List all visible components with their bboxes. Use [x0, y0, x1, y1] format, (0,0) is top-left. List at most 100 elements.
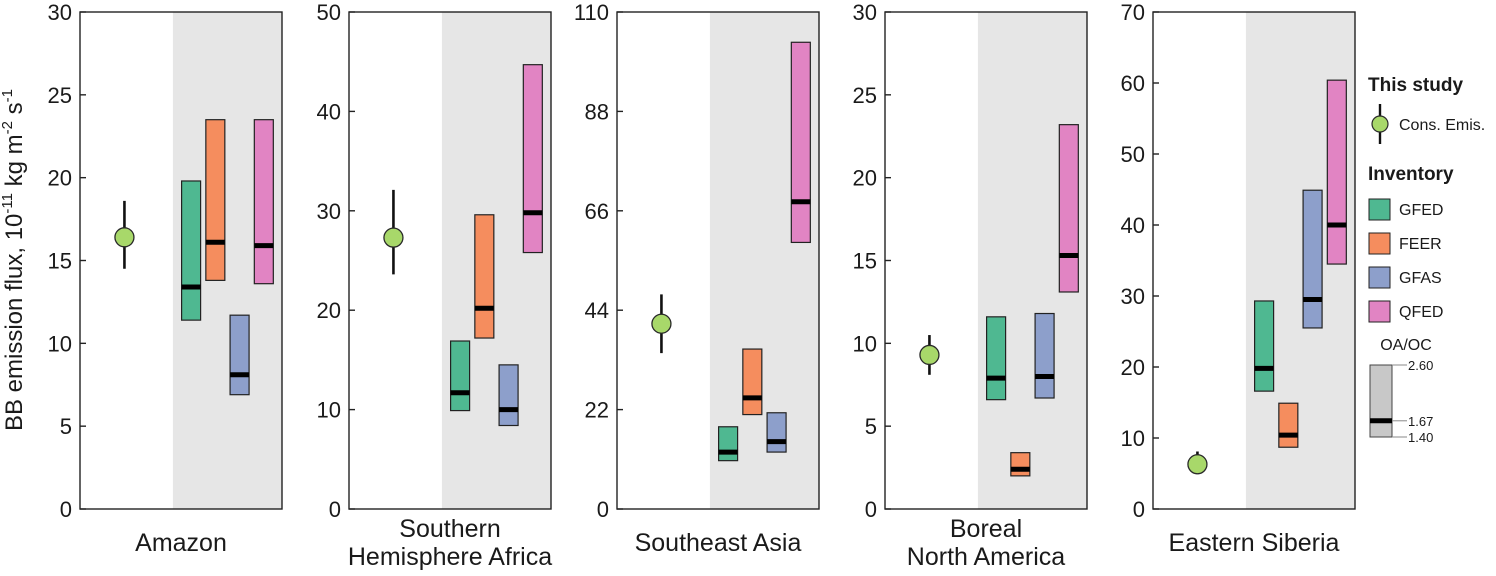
gfas-range-box — [1034, 312, 1055, 399]
y-tick-label: 15 — [48, 249, 72, 274]
panel-2: 0 22 44 66 88 110 Southeast Asia — [574, 0, 820, 557]
legend-ratio-low-label: 1.40 — [1408, 430, 1433, 445]
y-tick-label: 70 — [1121, 0, 1145, 25]
gfas-range-box — [1302, 189, 1323, 329]
this-study-point — [383, 227, 404, 248]
feer-range-box — [1278, 402, 1299, 448]
legend-this-study-label: Cons. Emis. — [1399, 117, 1485, 134]
gfas-range-box — [229, 314, 250, 396]
legend-label-gfas: GFAS — [1399, 270, 1442, 287]
y-tick-label: 20 — [48, 166, 72, 191]
y-tick-label: 30 — [1121, 284, 1145, 309]
y-tick-label: 10 — [1121, 426, 1145, 451]
region-label: Eastern Siberia — [1169, 529, 1340, 557]
legend-ratio-title: OA/OC — [1380, 337, 1432, 354]
y-tick-label: 25 — [48, 83, 72, 108]
panel-0: 0 5 10 15 20 25 30 Amazon — [48, 0, 283, 557]
this-study-point — [1187, 454, 1208, 475]
y-tick-label: 25 — [853, 83, 877, 108]
y-axis-label-exp1: -11 — [0, 193, 16, 214]
qfed-range-box — [253, 119, 274, 285]
y-tick-label: 30 — [853, 0, 877, 25]
y-axis-label-exp3: -1 — [0, 89, 16, 102]
y-axis-label-mid2: s — [1, 102, 28, 121]
feer-range-box — [742, 348, 763, 416]
legend-ratio-mid-label: 1.67 — [1408, 414, 1433, 429]
gfas-range-box — [498, 364, 519, 427]
y-axis-label-prefix: BB emission flux, 10 — [1, 214, 28, 431]
y-tick-label: 60 — [1121, 71, 1145, 96]
legend: This study Cons. Emis. Inventory GFED FEER GF… — [1368, 75, 1485, 445]
y-tick-label: 30 — [317, 199, 341, 224]
this-study-point — [919, 344, 940, 366]
panel-frame — [79, 11, 283, 510]
qfed-range-box — [1326, 79, 1347, 265]
y-tick-label: 5 — [60, 414, 72, 439]
gfed-range-box — [1253, 300, 1275, 392]
y-tick-label: 50 — [1121, 142, 1145, 167]
legend-this-study-title: This study — [1368, 75, 1463, 96]
y-tick-label: 40 — [317, 99, 341, 124]
legend-swatch-gfed — [1368, 198, 1391, 221]
y-tick-label: 40 — [1121, 213, 1145, 238]
region-label: Hemisphere Africa — [348, 543, 552, 571]
y-tick-label: 110 — [574, 0, 609, 25]
y-tick-label: 20 — [1121, 355, 1145, 380]
panel-frame — [348, 11, 552, 510]
y-tick-label: 50 — [317, 0, 341, 25]
legend-this-study-point — [1371, 115, 1389, 133]
legend-swatch-gfas — [1368, 266, 1391, 289]
y-tick-label: 0 — [597, 497, 609, 522]
this-study-point — [651, 313, 672, 334]
y-tick-label: 30 — [48, 0, 72, 25]
y-tick-label: 22 — [585, 398, 609, 423]
y-tick-label: 66 — [585, 199, 609, 224]
gfed-range-box — [450, 340, 471, 412]
region-label: North America — [907, 543, 1065, 571]
y-axis-label-exp2: -2 — [0, 121, 16, 134]
legend-swatch-feer — [1368, 232, 1391, 255]
panel-4: 0 10 20 30 40 50 60 70 Eastern Siberia — [1121, 0, 1356, 557]
legend-swatch-qfed — [1368, 300, 1391, 323]
y-tick-label: 44 — [585, 298, 609, 323]
legend-label-gfed: GFED — [1399, 202, 1443, 219]
y-tick-label: 88 — [585, 99, 609, 124]
y-tick-label: 10 — [48, 331, 72, 356]
y-axis-label-mid: kg m — [1, 134, 28, 193]
panel-frame — [884, 11, 1088, 510]
y-tick-label: 0 — [1133, 497, 1145, 522]
y-tick-label: 10 — [853, 331, 877, 356]
gfed-range-box — [985, 316, 1007, 401]
gfed-range-box — [717, 426, 739, 462]
legend-label-feer: FEER — [1399, 236, 1442, 253]
legend-inventory-title: Inventory — [1368, 164, 1454, 185]
y-axis-label: BB emission flux, 10-11 kg m-2 s-1 — [0, 89, 28, 431]
y-tick-label: 0 — [865, 497, 877, 522]
feer-range-box — [1010, 452, 1031, 477]
y-tick-label: 20 — [853, 166, 877, 191]
legend-ratio-high-label: 2.60 — [1408, 358, 1433, 373]
y-tick-label: 0 — [329, 497, 341, 522]
y-tick-label: 10 — [317, 398, 341, 423]
gfas-range-box — [766, 412, 787, 453]
legend-ratio-box — [1369, 364, 1393, 438]
feer-range-box — [205, 119, 226, 281]
gfed-range-box — [181, 180, 202, 321]
this-study-point — [114, 227, 135, 248]
region-label: Southern — [399, 515, 500, 543]
qfed-range-box — [1058, 124, 1079, 293]
region-label: Amazon — [135, 529, 227, 557]
y-tick-label: 5 — [865, 414, 877, 439]
y-tick-label: 20 — [317, 298, 341, 323]
qfed-range-box — [790, 41, 811, 244]
region-label: Boreal — [950, 515, 1022, 543]
y-tick-label: 15 — [853, 249, 877, 274]
qfed-range-box — [522, 64, 543, 254]
y-tick-label: 0 — [60, 497, 72, 522]
feer-range-box — [474, 214, 495, 339]
panel-frame — [1152, 11, 1356, 510]
